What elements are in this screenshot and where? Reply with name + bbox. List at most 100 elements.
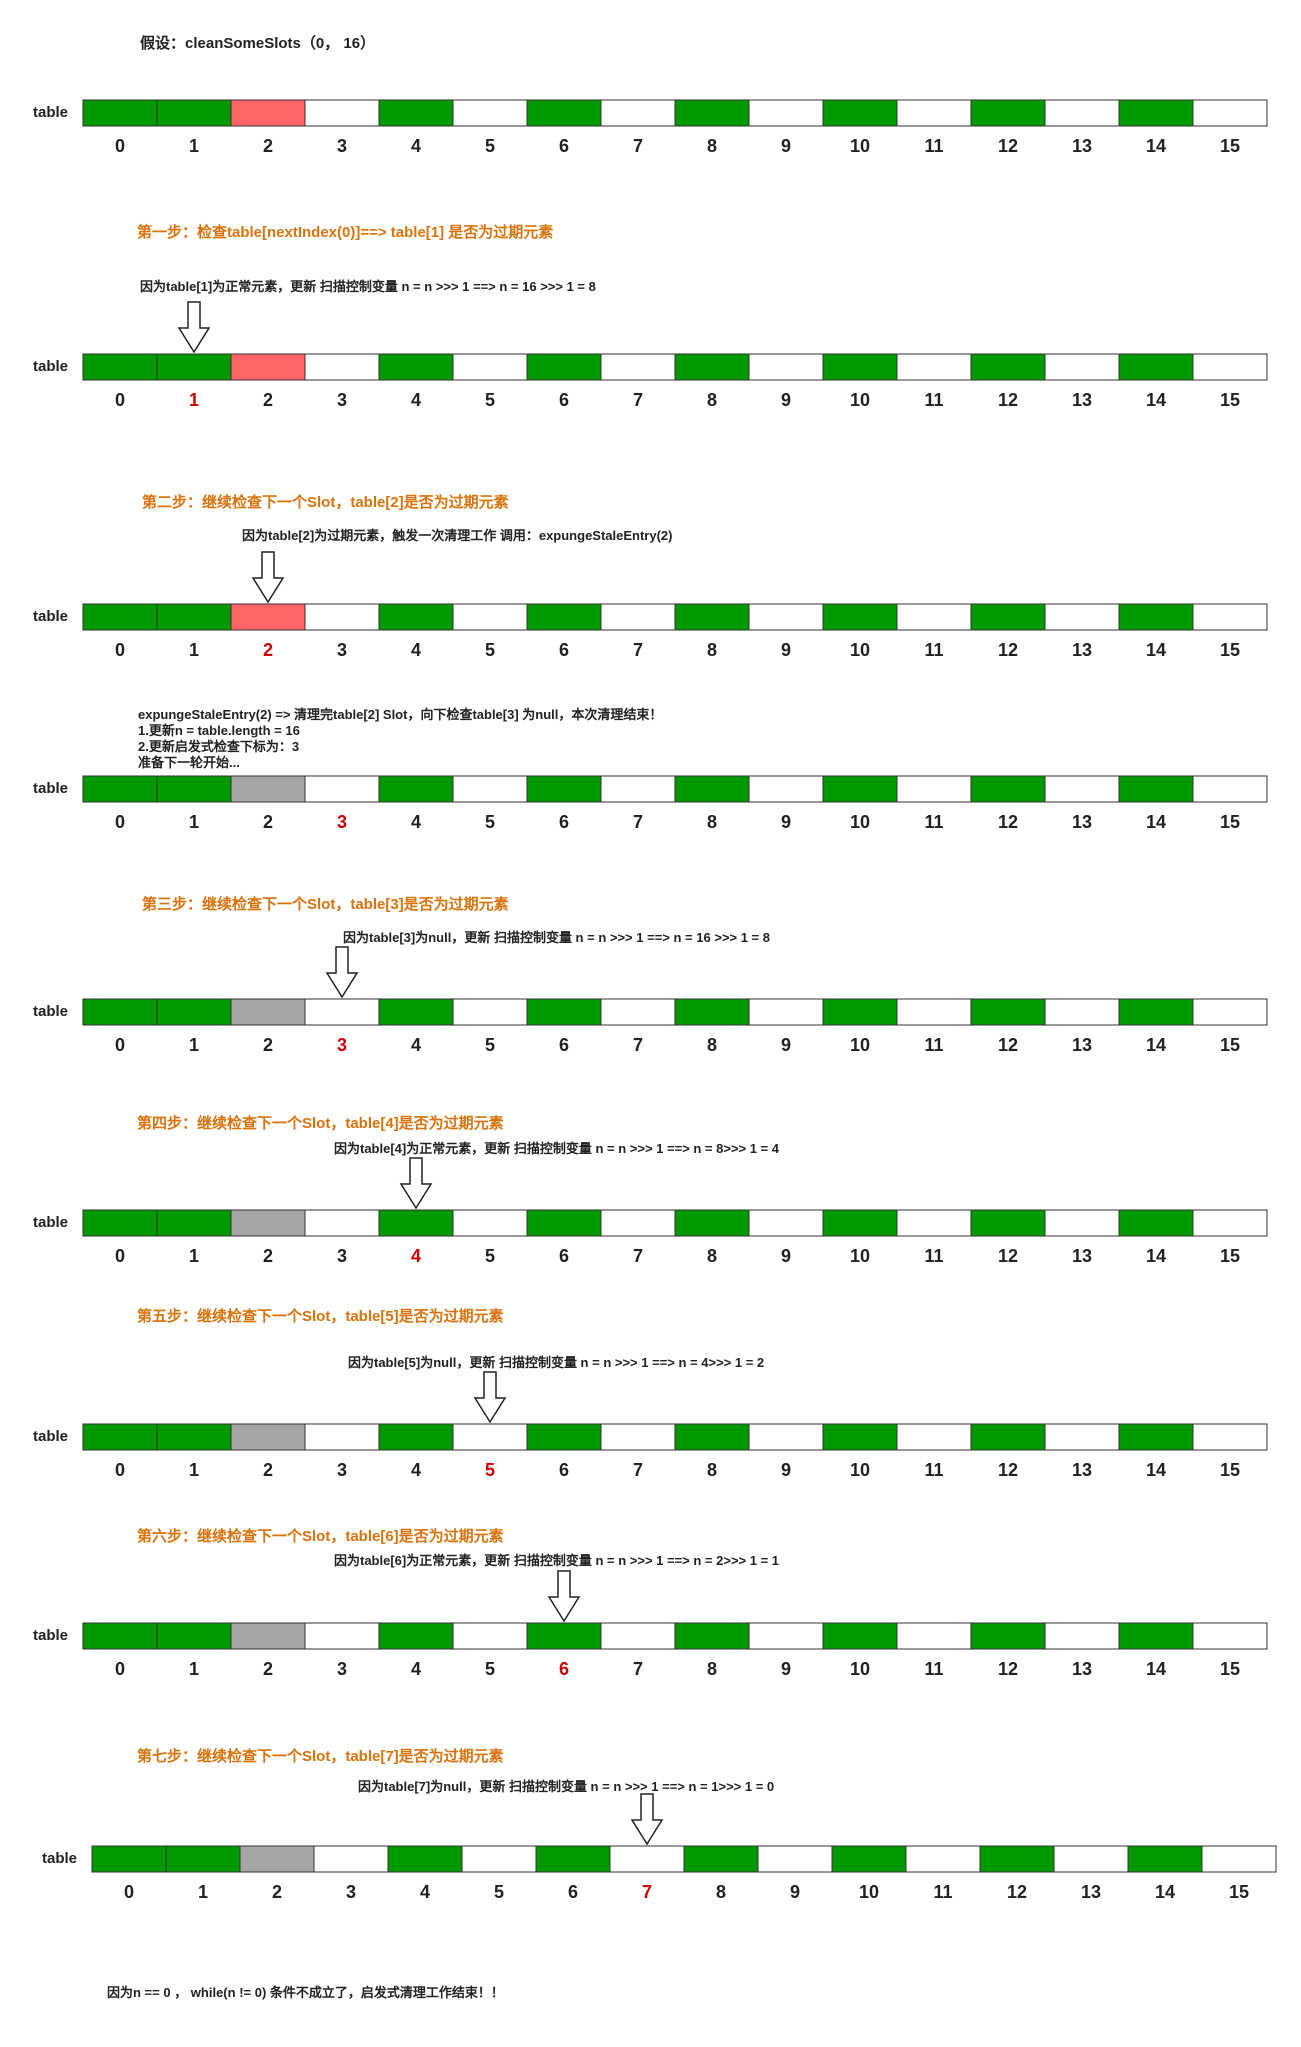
slot-index-label: 5 <box>484 1659 495 1679</box>
slot-cell-normal <box>91 1845 167 1873</box>
slot-index-label: 14 <box>1145 1659 1167 1679</box>
slot-cell-normal <box>378 1209 454 1237</box>
slot-index-label: 9 <box>780 1246 791 1266</box>
slot-cell-empty <box>609 1845 685 1873</box>
slot-index-label: 11 <box>933 1882 953 1902</box>
slot-index-label: 2 <box>262 812 273 832</box>
slot-index-label: 14 <box>1145 640 1167 660</box>
slot-index-label: 11 <box>924 136 944 156</box>
slot-cell-normal <box>674 1423 750 1451</box>
slot-index-label: 11 <box>924 1460 944 1480</box>
slot-cell-empty <box>1192 1209 1268 1237</box>
slot-index-label: 12 <box>997 1659 1019 1679</box>
footer-note: 因为n == 0 ， while(n != 0) 条件不成立了，启发式清理工作结… <box>107 1985 504 2000</box>
slot-cell-normal <box>526 99 602 127</box>
slot-cell-normal <box>526 353 602 381</box>
slot-index-label: 13 <box>1071 136 1093 156</box>
slot-index-label: 7 <box>632 1659 643 1679</box>
slot-cell-empty <box>1044 1209 1120 1237</box>
slot-index-label: 2 <box>262 1460 273 1480</box>
slot-index-label: 10 <box>849 1035 871 1055</box>
slot-cell-normal <box>1127 1845 1203 1873</box>
slot-cell-normal <box>535 1845 611 1873</box>
slot-cell-normal <box>526 1209 602 1237</box>
slot-index-label: 13 <box>1071 390 1093 410</box>
slot-index-label: 13 <box>1071 1659 1093 1679</box>
slot-cell-normal <box>970 1622 1046 1650</box>
slot-cell-normal <box>1118 998 1194 1026</box>
slot-cell-normal <box>1118 775 1194 803</box>
table-row-1 <box>82 301 1268 381</box>
slot-index-label: 8 <box>706 640 717 660</box>
slot-index-label: 0 <box>114 136 125 156</box>
slot-cell-empty <box>1053 1845 1129 1873</box>
slot-index-label: 7 <box>632 1460 643 1480</box>
slot-index-label: 11 <box>924 640 944 660</box>
slot-cell-empty <box>896 353 972 381</box>
slot-index-label: 9 <box>780 1035 791 1055</box>
slot-cell-empty <box>1192 998 1268 1026</box>
slot-index-label: 10 <box>858 1882 880 1902</box>
slot-index-label: 1 <box>188 1659 199 1679</box>
slot-index-label: 15 <box>1219 812 1241 832</box>
slot-index-label: 15 <box>1219 1035 1241 1055</box>
slot-index-label: 2 <box>271 1882 282 1902</box>
slot-cell-empty <box>1044 775 1120 803</box>
slot-cell-empty <box>896 775 972 803</box>
slot-cell-normal <box>674 1622 750 1650</box>
slot-index-label: 0 <box>123 1882 134 1902</box>
table-label: table <box>33 1627 69 1644</box>
slot-cell-normal <box>378 775 454 803</box>
slot-index-label: 8 <box>706 390 717 410</box>
pointer-arrow-icon <box>630 1793 664 1846</box>
slot-cell-empty <box>313 1845 389 1873</box>
slot-cell-empty <box>1044 353 1120 381</box>
slot-cell-empty <box>896 998 972 1026</box>
slot-index-label: 15 <box>1228 1882 1250 1902</box>
slot-index-label: 13 <box>1071 1035 1093 1055</box>
slot-index-label: 13 <box>1071 1460 1093 1480</box>
slot-cell-stale <box>230 99 306 127</box>
step-heading: 第一步：检查table[nextIndex(0)]==> table[1] 是否… <box>137 224 554 241</box>
slot-index-label: 15 <box>1219 136 1241 156</box>
slot-index-label: 4 <box>410 1659 421 1679</box>
slot-cell-normal <box>526 603 602 631</box>
slot-cell-empty <box>905 1845 981 1873</box>
slot-cell-normal <box>1118 99 1194 127</box>
table-row-3 <box>82 775 1268 803</box>
slot-cell-empty <box>748 603 824 631</box>
slot-cell-empty <box>896 99 972 127</box>
slot-index-label: 9 <box>789 1882 800 1902</box>
slot-cell-normal <box>378 998 454 1026</box>
slot-index-label: 9 <box>780 812 791 832</box>
slot-cell-normal <box>831 1845 907 1873</box>
step-heading: 第三步：继续检查下一个Slot，table[3]是否为过期元素 <box>142 896 509 913</box>
step-heading: 第六步：继续检查下一个Slot，table[6]是否为过期元素 <box>137 1528 504 1545</box>
pointer-arrow-icon <box>177 301 211 354</box>
slot-index-label: 3 <box>336 1035 347 1055</box>
slot-index-label: 12 <box>997 1460 1019 1480</box>
slot-cell-stale <box>230 603 306 631</box>
table-label: table <box>33 1428 69 1445</box>
slot-index-label: 3 <box>336 640 347 660</box>
slot-index-label: 13 <box>1071 1246 1093 1266</box>
slot-index-label: 11 <box>924 1246 944 1266</box>
slot-index-label: 12 <box>997 390 1019 410</box>
slot-index-label: 11 <box>924 1035 944 1055</box>
slot-index-label: 3 <box>336 1460 347 1480</box>
pointer-arrow-icon <box>473 1371 507 1424</box>
table-label: table <box>33 780 69 797</box>
slot-index-label: 14 <box>1145 136 1167 156</box>
slot-cell-empty <box>600 1622 676 1650</box>
slot-cell-stale <box>230 353 306 381</box>
slot-cell-normal <box>970 603 1046 631</box>
slot-cell-empty <box>1192 1622 1268 1650</box>
slot-cell-empty <box>1192 99 1268 127</box>
slot-cell-normal <box>674 998 750 1026</box>
table-row-4 <box>82 946 1268 1026</box>
table-label: table <box>42 1850 78 1867</box>
pointer-arrow-icon <box>251 551 285 604</box>
slot-index-label: 12 <box>997 1035 1019 1055</box>
slot-cell-empty <box>304 1209 380 1237</box>
